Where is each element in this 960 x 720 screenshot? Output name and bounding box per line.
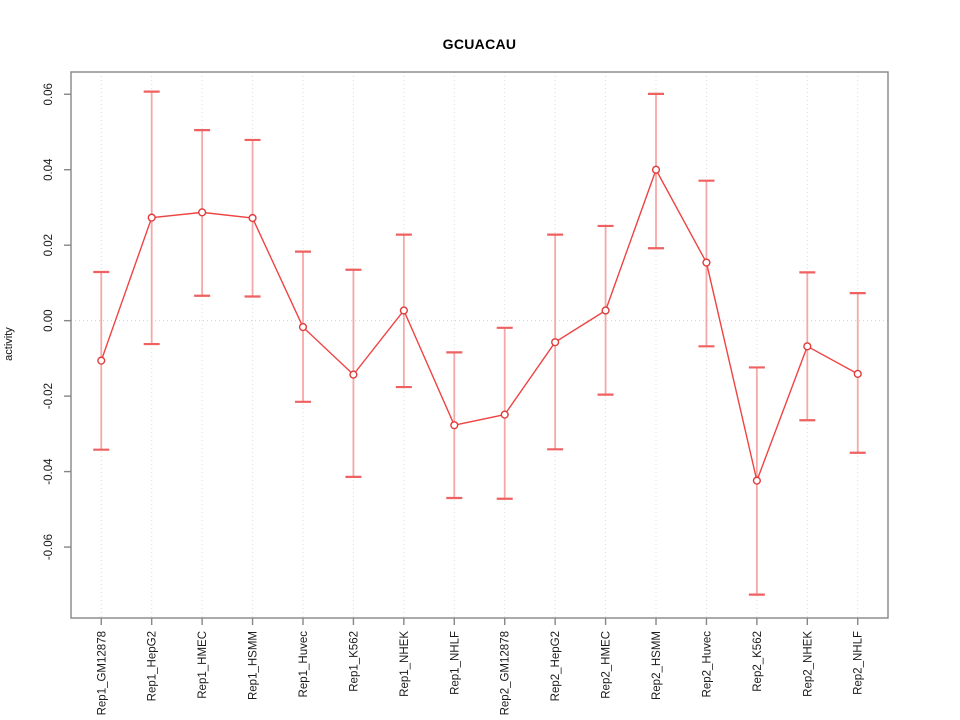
y-tick-label: 0.00 [43, 309, 55, 331]
data-point-marker [500, 410, 509, 419]
x-tick-label: Rep2_NHEK [802, 631, 814, 697]
data-point-marker [651, 165, 661, 174]
data-point-marker [752, 476, 761, 485]
gridlines [71, 72, 888, 618]
data-point-marker [450, 421, 459, 430]
x-tick-label: Rep2_HMEC [601, 631, 613, 699]
data-point-marker [702, 258, 711, 267]
data-point-marker [399, 306, 408, 315]
x-tick-label: Rep1_HepG2 [147, 631, 159, 701]
x-axis: Rep1_GM12878 Rep1_HepG2 Rep1_HMEC Rep1_HSMM… [96, 618, 865, 715]
plot-border [70, 71, 889, 619]
x-tick-label: Rep1_HMEC [197, 631, 209, 699]
x-tick-label: Rep2_HepG2 [550, 631, 562, 701]
data-point-marker [147, 213, 156, 222]
chart-title: GCUACAU [442, 36, 517, 52]
x-tick-label: Rep2_K562 [752, 631, 764, 692]
x-tick-label: Rep2_HSMM [651, 631, 663, 700]
y-tick-label: -0.02 [43, 383, 55, 409]
y-tick-label: -0.06 [43, 534, 55, 560]
data-point-marker [853, 369, 862, 378]
x-tick-label: Rep1_NHLF [449, 631, 461, 695]
x-tick-label: Rep2_NHLF [853, 631, 865, 695]
y-tick-label: 0.06 [43, 83, 55, 105]
data-point-marker [803, 342, 812, 351]
x-tick-label: Rep2_GM12878 [500, 631, 512, 715]
data-point-marker [248, 213, 257, 223]
x-tick-label: Rep1_Huvec [298, 631, 310, 698]
data-point-marker [198, 208, 207, 217]
data-point-marker [349, 370, 358, 379]
data-points [97, 165, 862, 485]
y-tick-label: -0.04 [43, 458, 55, 485]
y-tick-label: 0.04 [43, 158, 55, 181]
plot-frame [70, 71, 889, 619]
y-axis: -0.06 -0.04 -0.02 0.00 0.02 0.04 0.06 [43, 83, 71, 560]
data-point-marker [97, 356, 106, 365]
x-tick-label: Rep1_HSMM [248, 631, 260, 700]
x-tick-label: Rep1_GM12878 [96, 631, 108, 715]
x-tick-label: Rep1_NHEK [399, 631, 411, 697]
series-line [100, 168, 859, 484]
series-polyline [100, 168, 859, 484]
y-tick-label: 0.02 [43, 234, 55, 256]
data-point-marker [601, 306, 610, 315]
error-bars [93, 90, 866, 596]
data-point-marker [298, 322, 308, 332]
data-point-marker [551, 338, 560, 347]
x-tick-label: Rep2_Huvec [701, 631, 713, 698]
x-tick-label: Rep1_K562 [348, 631, 360, 692]
